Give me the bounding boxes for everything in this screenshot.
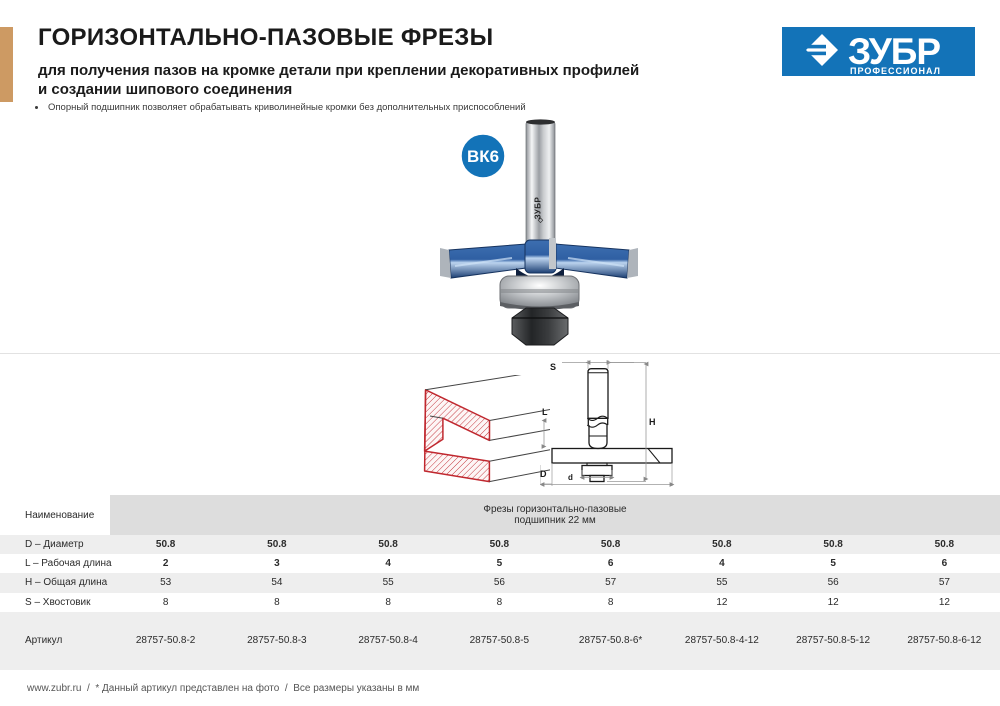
svg-text:S: S xyxy=(550,362,556,372)
svg-text:ЗУБР: ЗУБР xyxy=(534,196,543,219)
svg-text:ВК6: ВК6 xyxy=(467,147,499,166)
svg-text:ПРОФЕССИОНАЛ: ПРОФЕССИОНАЛ xyxy=(850,66,941,76)
svg-text:d: d xyxy=(568,473,573,482)
svg-text:H: H xyxy=(649,417,656,427)
svg-text:D: D xyxy=(540,469,547,479)
svg-text:L: L xyxy=(542,407,548,417)
